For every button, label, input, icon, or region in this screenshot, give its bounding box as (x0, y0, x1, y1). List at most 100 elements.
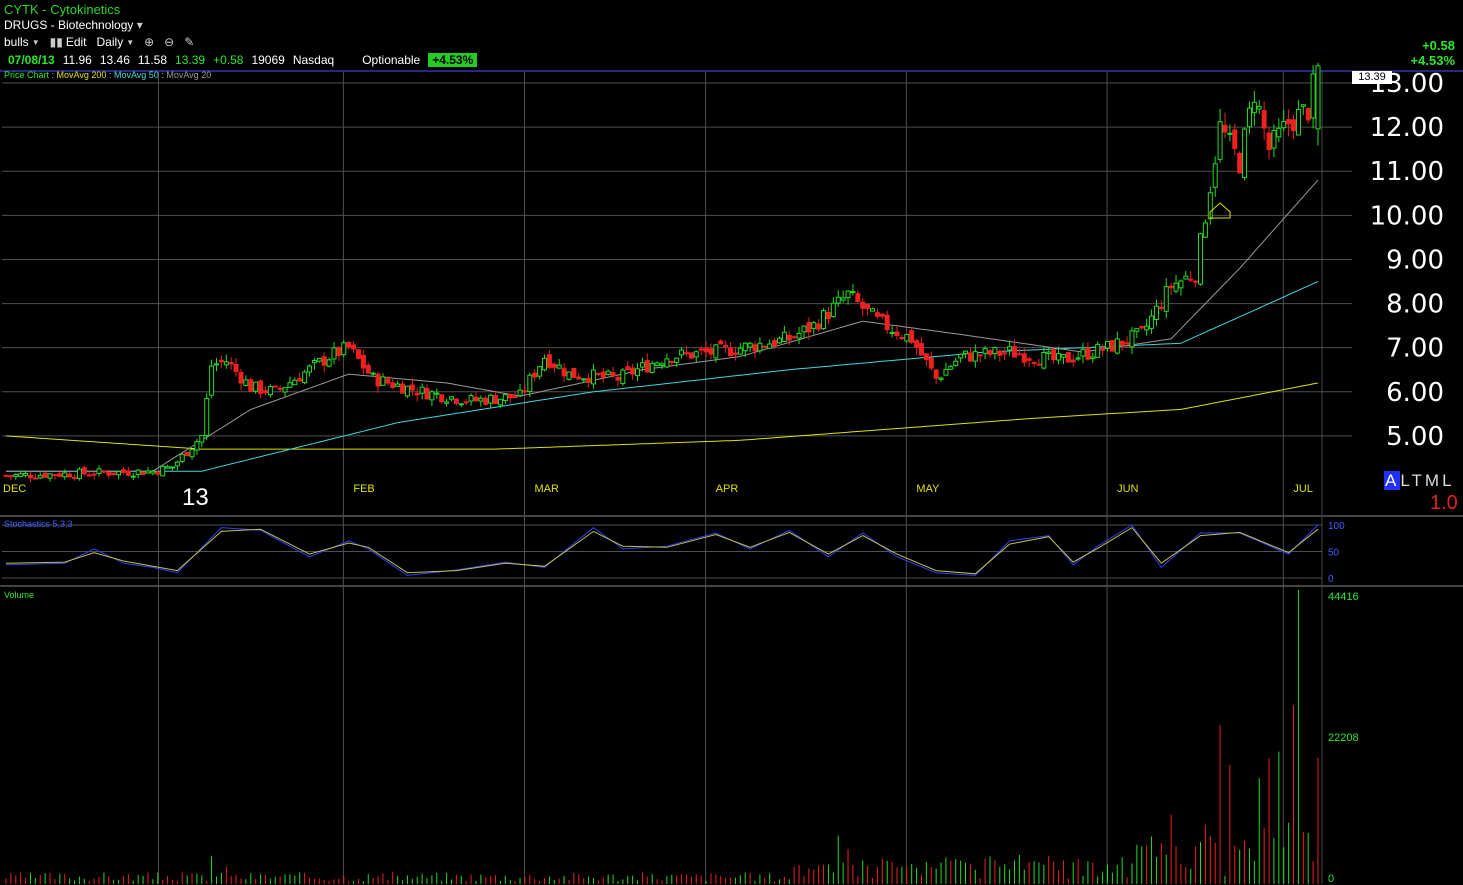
candle-body (52, 474, 58, 477)
candle-body (1286, 119, 1292, 125)
candle-body (1002, 352, 1008, 355)
candle-body (825, 311, 831, 320)
candle-body (1310, 73, 1316, 119)
candle-body (194, 441, 200, 451)
candle-body (67, 473, 73, 478)
month-label: MAR (535, 483, 560, 495)
price-tick-label: 10.00 (1370, 201, 1444, 231)
month-label: MAY (916, 483, 940, 495)
candle-body (331, 347, 337, 360)
candle-body (639, 362, 645, 368)
candle-body (522, 390, 528, 393)
candle-body (473, 396, 479, 402)
edit-button[interactable]: ▮▮ Edit (50, 35, 87, 49)
quote-close: 13.39 (175, 53, 206, 67)
candle-body (1090, 356, 1096, 360)
quote-volume: 19069 (251, 53, 285, 67)
candle-body (321, 356, 327, 366)
candle-body (404, 385, 410, 397)
candle-body (703, 347, 709, 353)
candle-body (478, 397, 484, 402)
candle-body (674, 357, 680, 363)
candle-body (889, 331, 895, 334)
candle-body (165, 466, 171, 469)
candle-body (507, 393, 513, 399)
legend-title: Price Chart (4, 70, 50, 80)
stoch-tick-label: 100 (1328, 521, 1345, 532)
candle-body (184, 451, 190, 457)
candle-body (1149, 315, 1155, 329)
candle-body (76, 468, 82, 479)
quote-high: 13.46 (99, 53, 130, 67)
candle-body (360, 354, 366, 369)
candle-body (845, 290, 851, 299)
candle-body (982, 348, 988, 354)
altml-rest[interactable]: LTML (1400, 471, 1455, 490)
candle-body (610, 372, 616, 377)
candle-body (18, 473, 24, 477)
zoom-out-button[interactable]: ⊖ (164, 35, 174, 49)
candle-body (488, 394, 494, 404)
candle-body (258, 380, 264, 394)
volume-tick-label: 22208 (1328, 732, 1359, 744)
candle-body (106, 472, 112, 476)
candle-body (42, 472, 48, 478)
candle-body (351, 344, 357, 350)
candle-body (664, 358, 670, 368)
chart-subtitle[interactable]: DRUGS - Biotechnology ▾ (4, 18, 143, 32)
candle-body (512, 396, 518, 399)
candle-body (429, 391, 435, 401)
period-dropdown[interactable]: Daily ▼ (97, 35, 135, 49)
candle-body (527, 374, 533, 393)
candle-body (1070, 359, 1076, 363)
optionable-label: Optionable (362, 53, 421, 67)
pencil-icon: ✎ (184, 35, 195, 49)
candle-body (287, 382, 293, 388)
candle-body (277, 387, 283, 390)
candle-body (821, 310, 827, 330)
candle-body (801, 325, 807, 333)
chevron-down-icon: ▾ (136, 18, 143, 32)
candle-body (1178, 280, 1184, 289)
candle-body (1007, 346, 1013, 351)
candle-body (909, 330, 915, 343)
month-label: JUL (1293, 483, 1313, 495)
candle-body (243, 379, 249, 386)
candle-body (27, 474, 33, 479)
candle-body (992, 347, 998, 355)
altml-a[interactable]: A (1384, 471, 1401, 490)
list-dropdown[interactable]: bulls ▼ (4, 35, 40, 49)
candle-body (781, 331, 787, 342)
candle-body (683, 352, 689, 355)
candle-body (135, 469, 141, 475)
candle-body (150, 470, 156, 474)
zoom-in-button[interactable]: ⊕ (144, 35, 154, 49)
candle-body (963, 350, 969, 355)
candle-body (620, 369, 626, 385)
candle-body (679, 349, 685, 356)
candle-body (1011, 346, 1017, 358)
candles-group (3, 62, 1321, 483)
candle-body (47, 473, 53, 479)
candle-body (728, 347, 734, 357)
candle-body (326, 359, 332, 367)
candle-body (218, 359, 224, 363)
candle-body (463, 401, 469, 404)
zoom-in-icon: ⊕ (144, 35, 155, 49)
draw-tool-button[interactable]: ✎ (184, 35, 194, 49)
candle-body (1207, 192, 1213, 220)
candle-body (1114, 338, 1120, 354)
candle-body (262, 390, 268, 394)
altml-toggle[interactable]: ALTML (1384, 471, 1455, 491)
candle-body (62, 472, 68, 478)
candle-body (493, 395, 499, 405)
candle-body (977, 354, 983, 357)
candle-body (1080, 349, 1086, 357)
candle-body (174, 461, 180, 467)
candle-body (718, 340, 724, 345)
candle-body (1065, 351, 1071, 363)
candle-body (13, 473, 19, 477)
candle-body (635, 368, 641, 377)
candle-body (1261, 110, 1267, 129)
